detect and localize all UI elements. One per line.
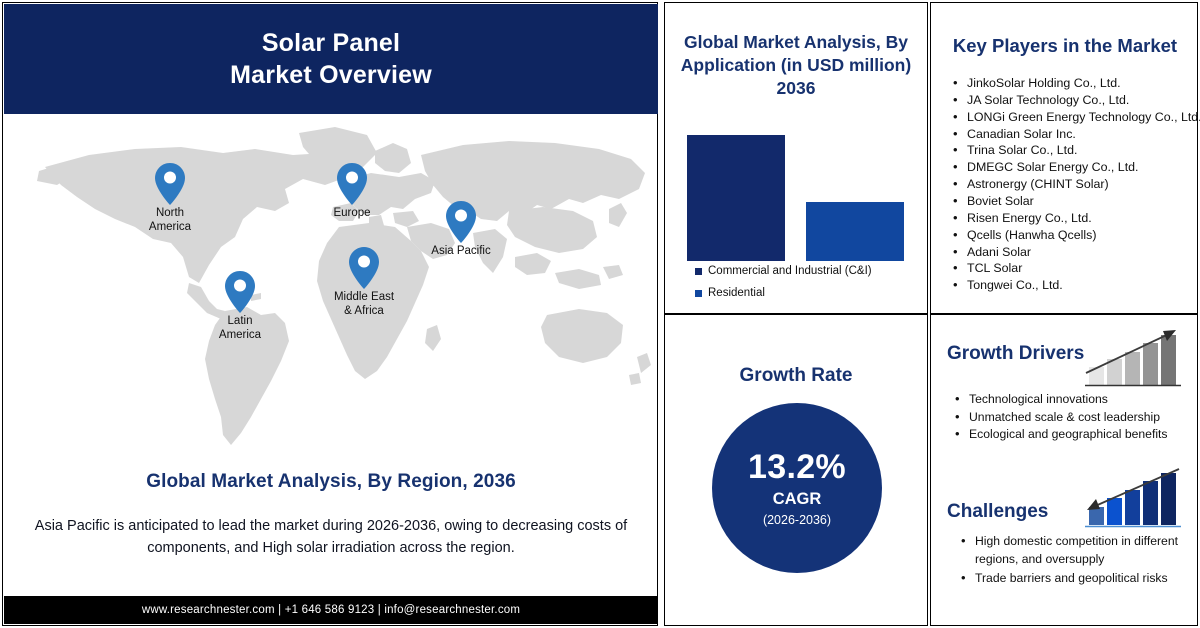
- region-analysis-caption: Global Market Analysis, By Region, 2036: [146, 471, 516, 492]
- map-label-asia-pacific: Asia Pacific: [412, 245, 510, 259]
- map-label-asia-pacific-line1: Asia Pacific: [431, 245, 491, 257]
- cagr-metric-label: CAGR: [772, 490, 822, 508]
- region-analysis-description: Asia Pacific is anticipated to lead the …: [34, 518, 628, 557]
- regional-overview-panel: Solar Panel Market Overview: [2, 2, 658, 626]
- map-label-middle-east-africa-line1: Middle East: [333, 291, 395, 303]
- list-item: JinkoSolar Holding Co., Ltd.: [953, 74, 1200, 92]
- growth-drivers-list: Technological innovations Unmatched scal…: [947, 390, 1200, 444]
- map-pin-latin-america[interactable]: [225, 271, 255, 313]
- cagr-circle: 13.2% CAGR (2026-2036): [712, 403, 882, 573]
- down-arrow-icon: [1087, 468, 1180, 510]
- list-item: Canadian Solar Inc.: [953, 125, 1200, 143]
- application-panel-title: Global Market Analysis, By Application (…: [680, 32, 912, 98]
- world-map-svg: [37, 127, 651, 445]
- world-map: North America Europe Asia Pacific Latin …: [3, 115, 659, 455]
- header-title-band: Solar Panel Market Overview: [4, 4, 658, 114]
- legend-item-residential: Residential: [695, 287, 925, 299]
- map-label-latin-america-line1: Latin: [227, 315, 253, 327]
- map-label-latin-america-line2: America: [218, 328, 262, 341]
- legend-swatch-residential: [695, 289, 702, 297]
- map-label-north-america-line1: North: [155, 207, 185, 219]
- key-players-panel: Key Players in the Market JinkoSolar Hol…: [930, 2, 1200, 314]
- key-players-list: JinkoSolar Holding Co., Ltd. JA Solar Te…: [945, 74, 1200, 294]
- drivers-and-challenges-panel: Growth Drivers Technological innovations…: [930, 314, 1198, 626]
- list-item: Qcells (Hanwha Qcells): [953, 226, 1200, 244]
- footer-contact-text: www.researchnester.com | +1 646 586 9123…: [141, 604, 521, 616]
- list-item: Ecological and geographical benefits: [955, 425, 1200, 444]
- list-item: Technological innovations: [955, 390, 1200, 409]
- legend-swatch-commercial-industrial: [695, 267, 702, 275]
- up-arrow-icon: [1085, 330, 1176, 374]
- cagr-percent: 13.2%: [748, 448, 846, 486]
- list-item: LONGi Green Energy Technology Co., Ltd.: [953, 108, 1200, 126]
- page-title-line-1: Solar Panel: [261, 29, 401, 57]
- list-item: Adani Solar: [953, 243, 1200, 261]
- map-label-north-america: North America: [121, 207, 219, 234]
- list-item: JA Solar Technology Co., Ltd.: [953, 91, 1200, 109]
- growth-bar-chart-icon: [1083, 325, 1191, 393]
- list-item: Boviet Solar: [953, 192, 1200, 210]
- application-bar-chart: [665, 113, 929, 261]
- legend-item-commercial-industrial: Commercial and Industrial (C&I): [695, 265, 925, 277]
- map-pin-asia-pacific[interactable]: [446, 201, 476, 243]
- map-label-middle-east-africa-line2: & Africa: [344, 304, 384, 317]
- list-item: DMEGC Solar Energy Co., Ltd.: [953, 158, 1200, 176]
- challenges-title: Challenges: [947, 501, 1049, 522]
- challenges-bar-chart-icon: [1083, 465, 1191, 533]
- bar-commercial-industrial: [687, 135, 785, 261]
- key-players-title: Key Players in the Market: [952, 35, 1178, 56]
- page-title-line-2: Market Overview: [230, 61, 432, 89]
- map-label-north-america-line2: America: [148, 220, 192, 233]
- challenges-list: High domestic competition in different r…: [953, 532, 1200, 590]
- map-pin-middle-east-africa[interactable]: [349, 247, 379, 289]
- map-label-europe-line1: Europe: [333, 207, 371, 219]
- list-item: Trina Solar Co., Ltd.: [953, 141, 1200, 159]
- legend-label-residential: Residential: [708, 287, 765, 299]
- list-item: Trade barriers and geopolitical risks: [961, 569, 1200, 588]
- cagr-period: (2026-2036): [762, 512, 832, 527]
- map-pin-north-america[interactable]: [155, 163, 185, 205]
- map-label-europe: Europe: [303, 207, 401, 221]
- map-label-middle-east-africa: Middle East & Africa: [315, 291, 413, 318]
- bar-residential: [806, 202, 904, 261]
- map-label-latin-america: Latin America: [191, 315, 289, 342]
- growth-rate-title: Growth Rate: [739, 365, 853, 386]
- list-item: High domestic competition in different r…: [961, 532, 1200, 568]
- growth-drivers-title: Growth Drivers: [947, 343, 1085, 364]
- map-pin-europe[interactable]: [337, 163, 367, 205]
- list-item: TCL Solar: [953, 259, 1200, 277]
- list-item: Tongwei Co., Ltd.: [953, 276, 1200, 294]
- application-chart-legend: Commercial and Industrial (C&I) Resident…: [695, 265, 925, 309]
- growth-rate-panel: Growth Rate 13.2% CAGR (2026-2036): [664, 314, 928, 626]
- list-item: Astronergy (CHINT Solar): [953, 175, 1200, 193]
- footer-contact-bar: www.researchnester.com | +1 646 586 9123…: [4, 596, 658, 624]
- legend-label-commercial-industrial: Commercial and Industrial (C&I): [708, 265, 872, 277]
- list-item: Unmatched scale & cost leadership: [955, 408, 1200, 427]
- application-analysis-panel: Global Market Analysis, By Application (…: [664, 2, 928, 314]
- list-item: Risen Energy Co., Ltd.: [953, 209, 1200, 227]
